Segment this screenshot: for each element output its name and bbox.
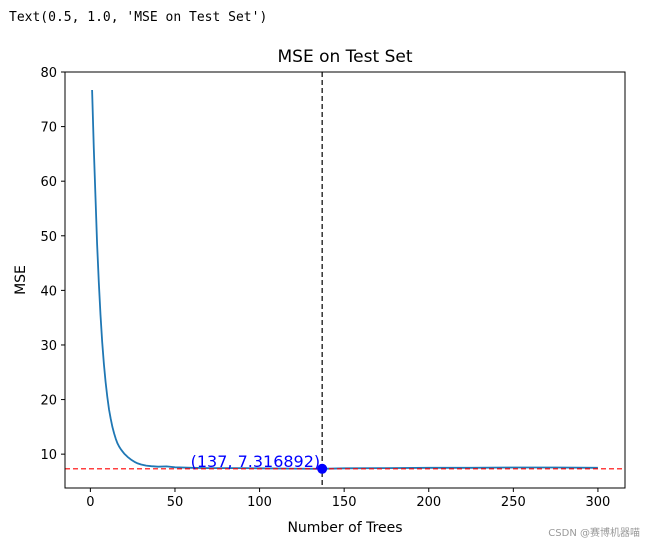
plot-frame <box>64 71 626 489</box>
y-tick-label: 80 <box>40 66 57 81</box>
mse-series-line <box>91 89 598 470</box>
watermark: CSDN @赛博机器喵 <box>548 528 640 539</box>
y-tick-label: 20 <box>40 394 57 409</box>
x-tick-label: 100 <box>247 495 272 510</box>
y-tick-label: 50 <box>40 230 57 245</box>
x-tick-label: 200 <box>416 495 441 510</box>
x-tick-label: 50 <box>167 495 184 510</box>
x-axis-label: Number of Trees <box>287 520 402 536</box>
x-tick-label: 300 <box>586 495 611 510</box>
min-point-marker <box>317 463 328 474</box>
chart-title: MSE on Test Set <box>278 47 413 67</box>
min-point-label: (137, 7.316892) <box>191 452 321 471</box>
cell-output-text: Text(0.5, 1.0, 'MSE on Test Set') <box>9 10 268 25</box>
x-tick-label: 0 <box>86 495 94 510</box>
y-tick-label: 60 <box>40 175 57 190</box>
y-tick-label: 30 <box>40 339 57 354</box>
y-tick-label: 70 <box>40 121 57 136</box>
x-tick-label: 250 <box>501 495 526 510</box>
y-tick-label: 10 <box>40 448 57 463</box>
x-tick-label: 150 <box>332 495 357 510</box>
y-axis-label: MSE <box>13 265 29 295</box>
y-tick-label: 40 <box>40 284 57 299</box>
